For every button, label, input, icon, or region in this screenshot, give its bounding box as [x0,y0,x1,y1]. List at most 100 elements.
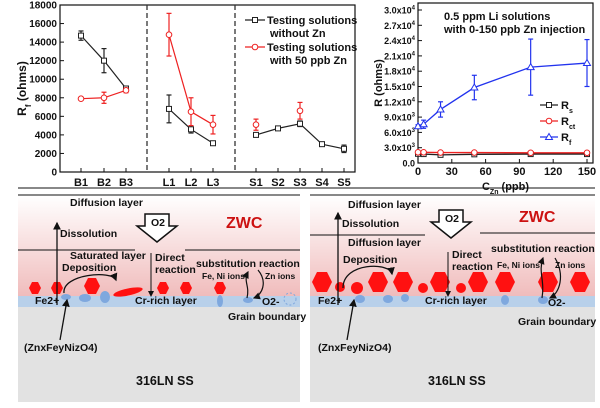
x-tick-label: S4 [315,177,329,189]
label-grain-boundary: Grain boundary [518,316,596,328]
label-diffusion-layer-2: Diffusion layer [348,237,421,249]
oxide-particles [29,278,226,297]
r-vs-zn-chart: 0.0 3.0x103 6.0x103 9.0x103 1.2x104 1.5x104 1.… [373,2,596,196]
x-tick-label: 60 [479,166,491,178]
point-without-zn [275,125,281,132]
x-tick-label: L3 [207,177,220,189]
plot-frame [417,2,594,164]
label-substrate: 316LN SS [136,374,194,388]
label-substitution: substitution reaction [491,243,595,255]
point-with-zn [209,121,217,128]
label-deposition: Deposition [343,254,397,266]
label-formula: (ZnxFeyNizO4) [24,342,98,354]
point-with-zn [100,94,108,102]
x-tick-label: S1 [249,177,262,189]
y-tick-label: 2000 [35,149,58,160]
y-tick-label: 2.1x104 [384,51,416,61]
annotation: 0.5 ppm Li solutions [444,11,550,23]
label-fe-ni-ions: Fe, Ni ions [202,271,245,281]
label-fe2: Fe2+ [318,295,342,307]
label-dissolution: Dissolution [60,228,117,240]
data-point [419,119,429,128]
data-point [527,149,534,157]
data-point [582,58,592,67]
x-tick-label: B3 [119,177,133,189]
point-without-zn [319,141,325,148]
x-tick-label: S3 [293,177,306,189]
data-point [437,149,444,156]
data-point [420,148,427,156]
label-saturated-layer: Saturated layer [70,250,146,262]
x-tick-label: B2 [97,177,111,189]
legend-label: Testing solutions [267,42,357,54]
deposition-arrow-icon [63,272,118,294]
mechanism-diagram-left: Diffusion layer O2 ZWC Dissolution Satur… [18,194,306,402]
legend-marker [545,117,553,125]
point-with-zn [77,95,85,103]
y-tick-label: 3.0x104 [384,6,416,16]
y-tick-label: 2.4x104 [384,36,416,46]
point-without-zn [78,32,84,39]
label-fe-ni-ions: Fe, Ni ions [497,260,540,270]
point-without-zn [341,145,347,152]
label-deposition: Deposition [62,262,116,274]
data-point [413,121,423,130]
label-zn-ions: Zn ions [555,260,585,270]
point-without-zn [253,131,259,138]
y-tick-label: 0 [51,168,57,179]
legend-marker [546,102,552,108]
y-tick-label: 1.8x104 [384,67,416,77]
legend-label: Rct [561,116,576,131]
legend-marker [251,43,259,51]
y-tick-label: 14000 [29,38,57,49]
x-tick-label: 90 [513,166,525,178]
data-point [471,149,478,156]
y-tick-label: 8000 [35,93,58,104]
data-point [526,62,536,71]
label-cr-rich-layer: Cr-rich layer [425,295,487,307]
label-zn-ions: Zn ions [265,271,295,281]
point-with-zn [252,121,260,128]
label-zwc: ZWC [519,209,556,226]
y-tick-label: 1.2x104 [384,97,416,107]
label-o2-minus: O2- [548,297,566,309]
point-with-zn [296,107,304,115]
data-point [583,149,591,157]
label-reaction: reaction [155,264,196,276]
cr-rich-layer-band [18,296,300,307]
solution-region [18,196,300,296]
point-with-zn [187,108,195,115]
y-tick-label: 4000 [35,130,58,141]
y-tick-label: 0.0 [402,159,415,169]
label-diffusion-layer: Diffusion layer [70,197,143,209]
x-tick-label: L1 [163,177,176,189]
x-tick-label: 120 [544,166,562,178]
y-axis-label: Rf (ohms) [15,61,33,116]
x-tick-label: 30 [446,166,458,178]
data-point [414,148,422,156]
legend-label: Testing solutions [267,15,357,27]
y-tick-label: 9.0x103 [384,113,416,123]
mechanism-diagram-right: Diffusion layer O2 ZWC Dissolution Diffu… [310,194,596,402]
legend-label: without Zn [269,28,326,40]
label-direct: Direct [452,249,482,261]
plot-frame [59,4,356,173]
label-substrate: 316LN SS [428,374,486,388]
label-direct: Direct [155,252,185,264]
point-with-zn [165,31,173,38]
label-o2-minus: O2- [262,296,280,308]
x-tick-label: 0 [415,166,421,178]
label-reaction: reaction [452,261,493,273]
x-tick-label: S2 [271,177,284,189]
label-dissolution: Dissolution [342,218,399,230]
label-o2: O2 [445,213,459,225]
annotation: with 0-150 ppb Zn injection [443,24,585,36]
y-tick-label: 1.5x104 [384,82,416,92]
point-without-zn [188,126,194,133]
label-substitution: substitution reaction [196,258,300,270]
y-tick-label: 6000 [35,112,58,123]
y-tick-label: 6.0x103 [384,128,416,138]
o2-arrow-icon [428,209,474,239]
y-tick-label: 18000 [29,1,57,12]
